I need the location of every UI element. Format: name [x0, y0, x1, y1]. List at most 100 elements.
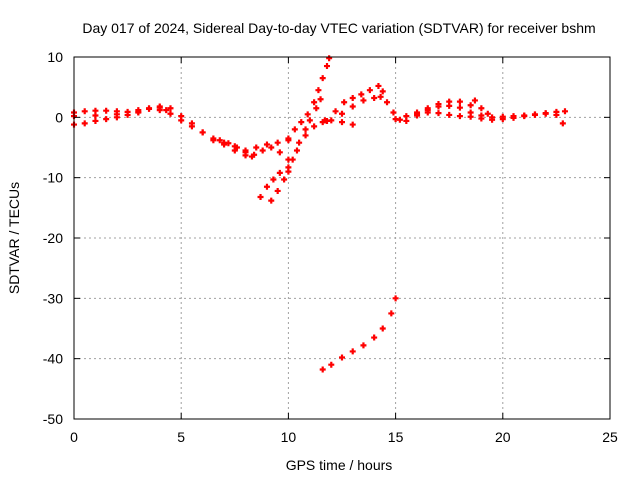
y-tick-label: 10 — [47, 49, 63, 65]
data-points — [71, 55, 568, 373]
x-tick-label: 10 — [281, 429, 297, 445]
data-point — [553, 111, 560, 118]
data-point — [339, 354, 345, 361]
data-point — [484, 110, 491, 117]
data-point — [328, 361, 335, 368]
data-point — [392, 295, 399, 302]
data-point — [358, 91, 365, 98]
data-point — [456, 104, 463, 111]
data-point — [113, 111, 120, 118]
data-point — [315, 87, 322, 94]
data-point — [561, 108, 568, 115]
data-point — [371, 334, 378, 341]
data-point — [326, 55, 333, 62]
data-point — [103, 107, 110, 114]
data-point — [311, 99, 318, 106]
data-point — [446, 111, 453, 118]
data-point — [478, 105, 485, 112]
data-point — [146, 105, 153, 112]
data-point — [242, 149, 249, 156]
y-tick-label: -30 — [43, 290, 63, 306]
data-point — [124, 111, 131, 118]
data-series — [268, 96, 328, 204]
y-tick-label: -10 — [43, 170, 63, 186]
data-point — [371, 95, 378, 102]
data-point — [392, 116, 399, 123]
x-tick-label: 5 — [177, 429, 185, 445]
data-series — [392, 109, 566, 127]
data-point — [478, 115, 485, 122]
data-point — [293, 147, 300, 154]
data-point — [210, 137, 217, 144]
data-point — [349, 121, 356, 128]
x-tick-label: 20 — [495, 429, 511, 445]
data-point — [341, 99, 348, 106]
data-point — [435, 110, 442, 117]
y-tick-label: -20 — [43, 230, 63, 246]
y-tick-label: 0 — [55, 109, 63, 125]
data-point — [257, 193, 264, 200]
data-point — [446, 98, 453, 105]
data-point — [489, 116, 496, 123]
data-point — [276, 169, 283, 176]
data-point — [274, 187, 281, 194]
data-point — [332, 108, 339, 115]
data-point — [81, 108, 88, 115]
data-point — [216, 137, 223, 144]
data-point — [360, 342, 367, 349]
data-point — [306, 117, 313, 124]
y-tick-label: -50 — [43, 411, 63, 427]
data-point — [377, 93, 384, 100]
data-point — [375, 82, 382, 89]
data-point — [467, 102, 474, 109]
data-point — [471, 97, 478, 104]
data-point — [163, 107, 170, 114]
data-point — [456, 98, 463, 105]
x-tick-label: 0 — [70, 429, 78, 445]
data-series — [414, 97, 491, 117]
data-point — [403, 113, 410, 120]
x-tick-label: 25 — [602, 429, 618, 445]
data-point — [225, 140, 232, 147]
data-point — [319, 75, 326, 82]
data-point — [281, 176, 288, 183]
data-point — [456, 113, 463, 120]
data-point — [366, 87, 373, 94]
data-point — [167, 105, 174, 112]
data-point — [253, 144, 260, 151]
data-point — [263, 183, 270, 190]
data-point — [274, 139, 281, 146]
data-point — [388, 310, 395, 317]
data-point — [199, 129, 206, 136]
data-point — [221, 141, 228, 148]
y-axis-label: SDTVAR / TECUs — [6, 182, 22, 294]
data-point — [135, 109, 142, 116]
data-point — [296, 139, 303, 146]
data-point — [349, 348, 356, 355]
data-point — [349, 103, 356, 110]
data-point — [467, 113, 474, 120]
data-point — [263, 141, 270, 148]
data-point — [360, 97, 367, 104]
y-tick-label: -40 — [43, 351, 63, 367]
data-point — [304, 111, 311, 118]
data-point — [259, 147, 266, 154]
data-point — [188, 123, 195, 130]
data-point — [302, 126, 309, 133]
data-point — [339, 119, 345, 126]
x-tick-label: 15 — [388, 429, 404, 445]
data-point — [81, 120, 88, 127]
data-point — [379, 88, 386, 95]
axis-ticks: 0 5 10 15 20 25 10 0 -10 -20 -30 -40 -50 — [43, 49, 618, 445]
data-point — [92, 112, 99, 119]
data-point — [167, 110, 174, 117]
data-point — [349, 95, 356, 102]
data-point — [268, 197, 275, 204]
data-point — [319, 366, 326, 373]
data-point — [311, 123, 318, 130]
data-point — [414, 109, 421, 116]
data-point — [291, 126, 298, 133]
data-point — [542, 110, 549, 117]
